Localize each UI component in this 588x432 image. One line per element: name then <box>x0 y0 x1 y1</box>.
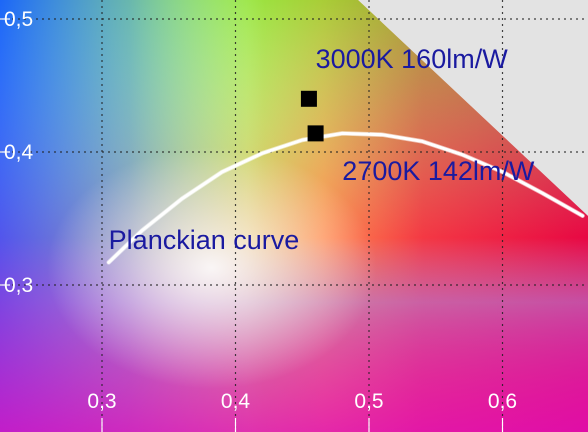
y-axis-ticks: 0,3 0,4 0,5 <box>4 8 34 297</box>
x-tick-label: 0,6 <box>488 390 517 413</box>
annotation-label: Planckian curve <box>109 225 300 255</box>
x-tick-label: 0,4 <box>221 390 251 413</box>
data-point <box>307 125 324 142</box>
planckian-curve-line <box>107 131 585 264</box>
data-point <box>300 90 317 107</box>
y-tick-label: 0,5 <box>4 8 33 31</box>
y-tick-label: 0,4 <box>4 141 34 164</box>
annotations: 3000K 160lm/W 2700K 142lm/W Planckian curv… <box>109 44 535 255</box>
annotation-label: 2700K 142lm/W <box>342 156 535 186</box>
planckian-curve-layer <box>106 131 585 265</box>
data-points <box>300 90 324 142</box>
x-tick-label: 0,5 <box>354 390 383 413</box>
x-axis-ticks: 0,3 0,4 0,5 0,6 <box>87 390 517 413</box>
annotation-label: 3000K 160lm/W <box>316 44 509 74</box>
y-tick-label: 0,3 <box>4 274 33 297</box>
x-tick-label: 0,3 <box>87 390 116 413</box>
